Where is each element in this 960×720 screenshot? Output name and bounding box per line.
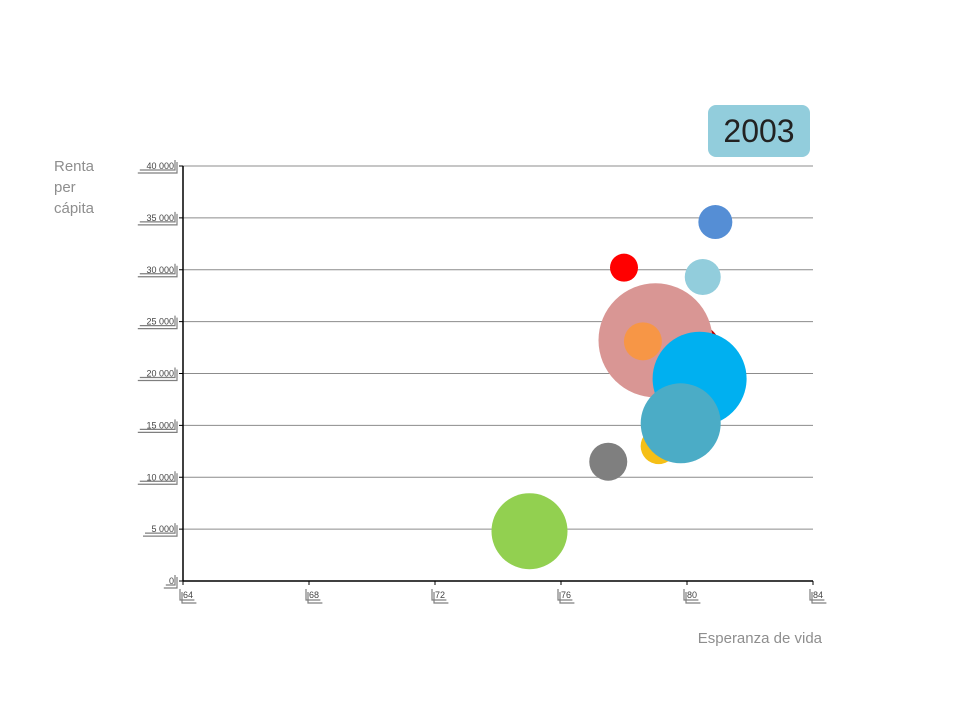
x-tick-label-frame (305, 589, 321, 601)
y-tick-labels: 0 5 000 10 000 15 000 20 000 25 000 30 000 35 0… (137, 160, 178, 589)
y-tick-label: 35 000 (146, 213, 174, 223)
y-axis-label: Renta per cápita (54, 158, 95, 217)
y-tick-label-frame (137, 369, 178, 382)
y-tick-label-frame (139, 211, 176, 223)
x-tick-label-frame (809, 589, 825, 601)
x-tick-label-frame (559, 592, 575, 604)
bubble (491, 493, 568, 570)
x-tick-label-frame (179, 589, 195, 601)
bubbles (491, 205, 747, 570)
x-axis-label: Esperanza de vida (697, 630, 822, 647)
y-tick-label-frame (165, 575, 176, 586)
y-tick-label-frame (143, 525, 178, 537)
x-tick-label-frame (433, 592, 449, 604)
x-tick-label-frame (431, 589, 447, 601)
y-tick-label-frame (137, 317, 178, 330)
x-tick-label-frame (811, 592, 827, 604)
y-tick-label-frame (139, 263, 176, 275)
y-tick-label-frame (137, 421, 178, 433)
y-tick-label: 10 000 (146, 472, 174, 482)
y-tick-label-frame (137, 162, 178, 174)
x-tick-label-frame (557, 589, 573, 601)
bubble (589, 442, 628, 481)
y-tick-label-frame (139, 471, 176, 482)
y-tick-label-frame (137, 213, 178, 226)
bubble (610, 253, 638, 282)
y-tick-label: 5 000 (151, 524, 174, 534)
y-tick-label: 20 000 (146, 369, 174, 379)
x-tick-label: 72 (435, 590, 445, 600)
y-tick-label-frame (145, 523, 176, 534)
bubble (640, 383, 721, 464)
y-tick-label-frame (139, 367, 176, 379)
y-tick-label-frame (139, 160, 176, 171)
bubble (623, 322, 662, 361)
bubble (698, 205, 733, 240)
x-tick-label: 68 (309, 590, 319, 600)
y-tick-label: 0 (169, 576, 174, 586)
y-tick-label-frame (137, 473, 178, 485)
y-tick-label-frame (139, 419, 176, 430)
x-tick-label-frame (683, 589, 699, 601)
x-tick-label: 64 (183, 590, 193, 600)
x-tick-label-frame (685, 592, 701, 604)
y-tick-label: 15 000 (146, 420, 174, 430)
year-badge: 2003 (708, 105, 810, 157)
y-tick-label: 30 000 (146, 265, 174, 275)
x-tick-label-frame (307, 592, 323, 604)
x-tick-labels: 64 68 72 76 80 84 (179, 589, 827, 604)
y-tick-label-frame (163, 577, 178, 589)
axes (179, 165, 814, 585)
y-tick-label: 40 000 (146, 161, 174, 171)
grid-lines (183, 165, 813, 530)
y-tick-label-frame (139, 315, 176, 327)
x-tick-label: 84 (813, 590, 823, 600)
y-tick-label-frame (137, 265, 178, 278)
y-tick-label: 25 000 (146, 317, 174, 327)
x-tick-label: 80 (687, 590, 697, 600)
x-tick-label: 76 (561, 590, 571, 600)
x-tick-label-frame (181, 592, 197, 604)
bubble (684, 259, 721, 296)
